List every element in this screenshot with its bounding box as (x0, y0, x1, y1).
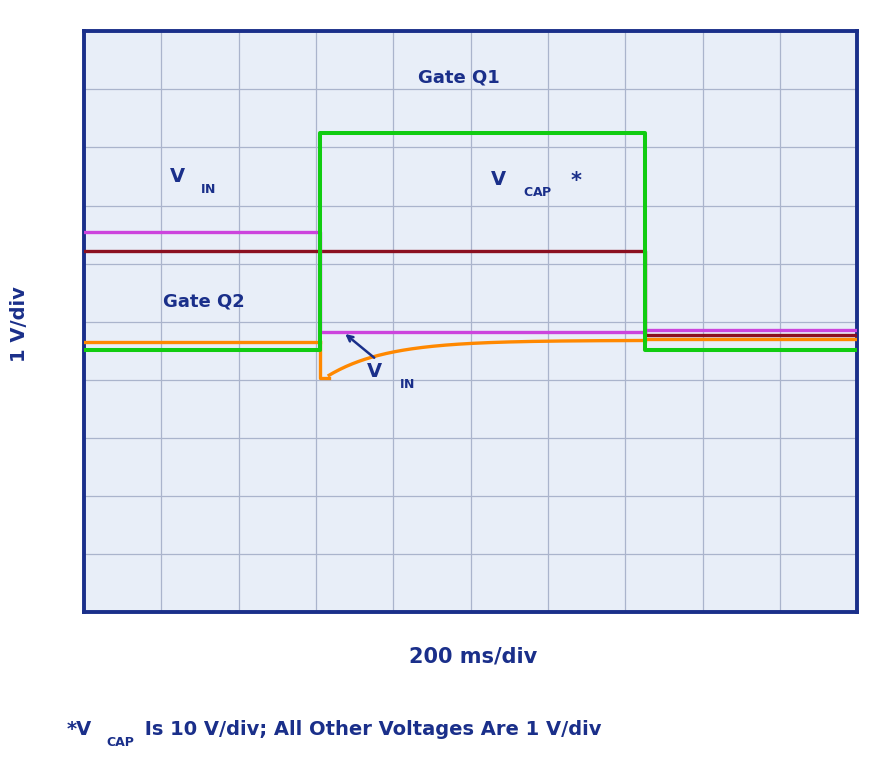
Text: Gate Q1: Gate Q1 (418, 69, 500, 87)
Text: $\mathbf{IN}$: $\mathbf{IN}$ (399, 378, 415, 391)
Text: CAP: CAP (106, 736, 134, 749)
Text: $\mathbf{V}$: $\mathbf{V}$ (169, 167, 186, 186)
Text: Gate Q2: Gate Q2 (163, 292, 245, 310)
Text: $\mathbf{*}$: $\mathbf{*}$ (570, 169, 583, 190)
Text: *V: *V (66, 720, 92, 739)
Text: 200 ms/div: 200 ms/div (408, 647, 537, 667)
Text: $\mathbf{IN}$: $\mathbf{IN}$ (200, 183, 216, 196)
Text: Is 10 V/div; All Other Voltages Are 1 V/div: Is 10 V/div; All Other Voltages Are 1 V/… (138, 720, 601, 739)
Text: $\mathbf{CAP}$: $\mathbf{CAP}$ (523, 186, 552, 199)
Text: $\mathbf{V}$: $\mathbf{V}$ (366, 362, 384, 381)
Text: $\mathbf{V}$: $\mathbf{V}$ (490, 170, 507, 189)
Text: 1 V/div: 1 V/div (10, 285, 29, 362)
